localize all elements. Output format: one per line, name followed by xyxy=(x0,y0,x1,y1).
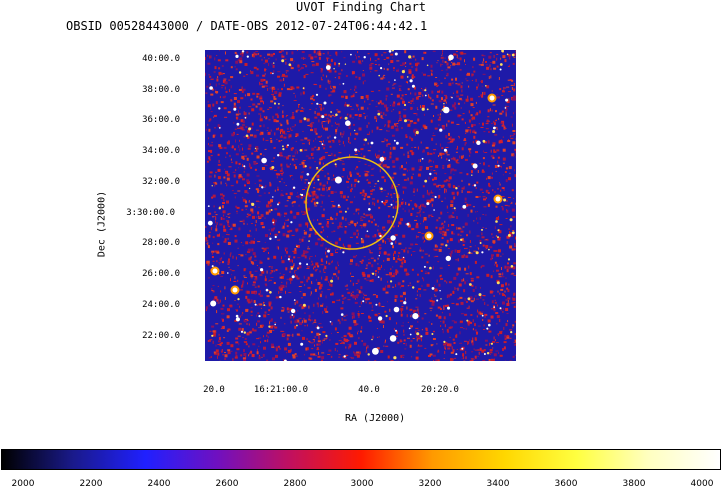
dec-tick-label: 40:00.0 xyxy=(142,54,180,64)
colorbar-tick-label: 3800 xyxy=(622,479,646,489)
dec-tick-label: 36:00.0 xyxy=(142,115,180,125)
noise-layer xyxy=(205,50,516,361)
ra-tick-label: 16:21:00.0 xyxy=(253,385,309,395)
colorbar-tick-label: 3200 xyxy=(418,479,442,489)
ra-tick-label: 20.0 xyxy=(203,385,225,395)
dec-tick-label: 34:00.0 xyxy=(142,146,180,156)
sky-image[interactable] xyxy=(205,50,516,361)
ra-axis-label: RA (J2000) xyxy=(345,413,406,424)
colorbar-tick-label: 4000 xyxy=(690,479,714,489)
ra-tick-label: 40.0 xyxy=(358,385,380,395)
colorbar-tick-label: 2600 xyxy=(215,479,239,489)
chart-title: UVOT Finding Chart xyxy=(295,0,427,14)
star-layer xyxy=(207,50,515,361)
source-region-circle xyxy=(305,156,399,250)
dec-tick-label: 32:00.0 xyxy=(142,177,180,187)
dec-tick-label: 24:00.0 xyxy=(142,300,180,310)
dec-axis-label: Dec (J2000) xyxy=(96,190,108,258)
colorbar-tick-label: 2400 xyxy=(147,479,171,489)
colorbar-tick-label: 2200 xyxy=(79,479,103,489)
dec-tick-label: 28:00.0 xyxy=(142,238,180,248)
chart-subtitle: OBSID 00528443000 / DATE-OBS 2012-07-24T… xyxy=(66,19,428,33)
colorbar-tick-label: 2000 xyxy=(11,479,35,489)
colorbar-tick-label: 2800 xyxy=(283,479,307,489)
dec-tick-label: 22:00.0 xyxy=(142,331,180,341)
colorbar-tick-label: 3000 xyxy=(350,479,374,489)
colorbar-tick-label: 3400 xyxy=(486,479,510,489)
dec-tick-label: 3:30:00.0 xyxy=(126,208,175,218)
ra-tick-label: 20:20.0 xyxy=(421,385,459,395)
dec-tick-label: 26:00.0 xyxy=(142,269,180,279)
colorbar xyxy=(1,449,721,470)
dec-tick-label: 38:00.0 xyxy=(142,85,180,95)
colorbar-tick-label: 3600 xyxy=(554,479,578,489)
